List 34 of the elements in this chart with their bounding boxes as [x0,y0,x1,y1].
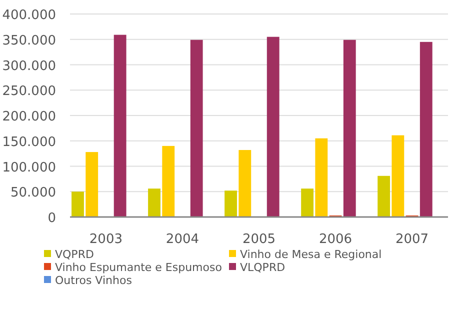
bar [315,138,328,217]
bar [238,150,252,217]
y-tick-label: 150.000 [2,134,56,150]
bar [301,188,314,217]
legend-label: VQPRD [55,248,94,261]
y-tick-label: 350.000 [2,33,56,48]
y-tick-label: 200.000 [2,110,56,124]
bar [148,188,160,217]
bar [162,146,175,217]
bar [224,190,237,217]
bar [86,152,98,217]
bar [392,135,404,217]
y-tick-label: 300.000 [2,58,56,74]
bar [420,42,432,217]
legend-label: Outros Vinhos [55,274,132,287]
x-tick-label: 2003 [89,232,123,247]
bar [343,40,356,217]
bar [190,40,203,217]
bar [114,34,126,217]
y-tick-label: 250.000 [2,84,56,100]
legend-label: Vinho de Mesa e Regional [240,248,382,261]
y-tick-label: 0 [48,211,56,226]
y-tick-label: 100.000 [2,160,56,176]
x-tick-label: 2007 [395,232,429,247]
x-tick-label: 2004 [166,232,200,247]
legend-label: Vinho Espumante e Espumoso [55,261,222,274]
legend-label: VLQPRD [240,261,286,274]
bar [378,176,390,217]
x-tick-label: 2005 [242,232,276,247]
bar [72,192,84,217]
x-tick-label: 2006 [318,232,352,247]
y-tick-label: 400.000 [2,8,56,23]
bar [266,36,280,217]
y-tick-label: 50.000 [10,186,56,201]
